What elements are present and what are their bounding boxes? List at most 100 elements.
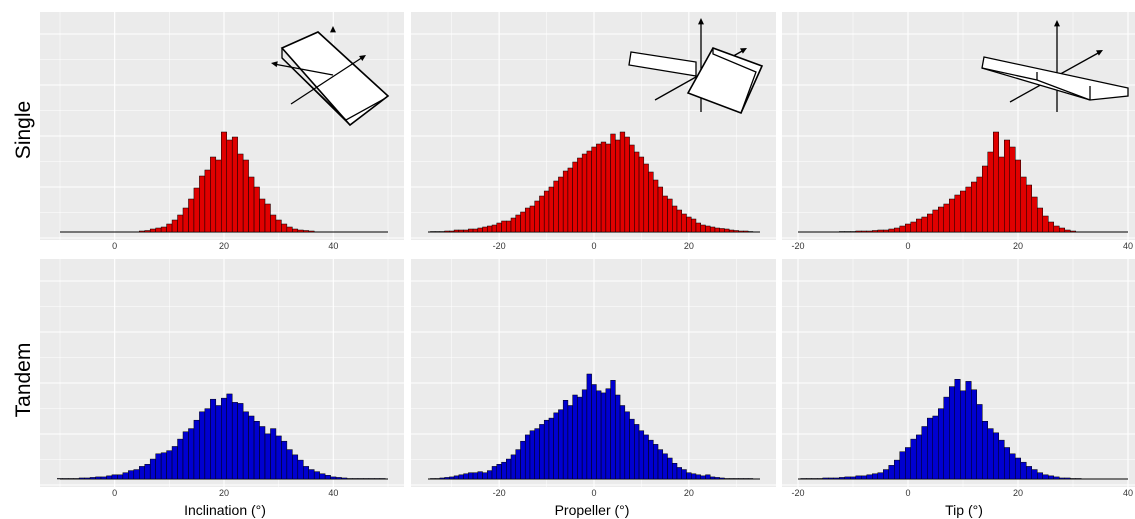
histogram-bar [653, 444, 659, 480]
histogram-bar [215, 159, 222, 233]
histogram-bar [567, 405, 573, 480]
x-tick-label: 20 [219, 241, 229, 251]
histogram-bar [629, 418, 635, 480]
histogram-bar [529, 430, 535, 480]
x-tick-label: 40 [1123, 241, 1133, 251]
histogram-bar [965, 381, 972, 480]
histogram-bar [548, 417, 554, 480]
x-tick-label: -20 [791, 488, 804, 498]
histogram-bar [806, 478, 812, 480]
histogram-bar [605, 143, 611, 233]
histogram-bar [264, 433, 271, 480]
histogram-bar [242, 159, 249, 233]
histogram-panel-tandem-4 [411, 259, 776, 487]
histogram-bar [543, 419, 550, 480]
histogram-bar [553, 412, 559, 480]
histogram-bar [1048, 475, 1054, 480]
histogram-bar [581, 389, 588, 480]
histogram-bar [591, 146, 597, 233]
histogram-bar [264, 203, 271, 233]
histogram-bar [297, 229, 304, 233]
histogram-bar [553, 180, 559, 233]
histogram-bar [434, 231, 441, 233]
histogram-bar [971, 181, 977, 233]
histogram-bar [506, 220, 512, 233]
histogram-bar [177, 438, 184, 480]
histogram-bar [520, 440, 526, 480]
histogram-bar [248, 176, 255, 233]
histogram-bar [1031, 469, 1038, 480]
histogram-bar [738, 478, 744, 480]
histogram-bar [600, 141, 607, 233]
orientation-diagram-icon [628, 18, 764, 115]
histogram-bar [319, 473, 326, 480]
histogram-bar [89, 477, 96, 480]
histogram-bar [463, 473, 469, 480]
histogram-bar [259, 426, 266, 480]
histogram-bar [166, 450, 173, 480]
x-tick-label: -20 [493, 241, 506, 251]
histogram-bar [817, 478, 823, 480]
histogram-bar [487, 470, 493, 480]
histogram-bar [149, 458, 156, 480]
histogram-bar [193, 187, 200, 233]
histogram-bar [866, 230, 873, 233]
histogram-bar [487, 225, 493, 233]
histogram-bar [558, 176, 564, 233]
histogram-bar [850, 476, 856, 480]
histogram-bar [672, 205, 678, 233]
x-tick-label: -20 [493, 488, 506, 498]
histogram-bar [648, 171, 654, 233]
histogram-bar [927, 417, 933, 480]
histogram-panel-single-1 [411, 12, 776, 240]
histogram-bar [144, 230, 151, 233]
histogram-bar [1059, 477, 1065, 480]
histogram-bar [144, 464, 151, 480]
histogram-bar [653, 179, 659, 233]
histogram-bar [1020, 461, 1027, 480]
histogram-bar [714, 227, 720, 233]
histogram-bar [938, 408, 944, 480]
histogram-bar [215, 405, 222, 480]
histogram-bar [993, 432, 999, 480]
histogram-bar [1026, 184, 1032, 233]
histogram-bar [872, 473, 878, 480]
x-axis-label-inclination: Inclination (°) [184, 502, 266, 518]
histogram-bar [204, 169, 211, 233]
histogram-bar [259, 198, 266, 233]
histogram-panel-single-0 [40, 12, 404, 240]
histogram-bar [638, 156, 645, 233]
histogram-bar [828, 477, 834, 480]
histogram-bar [1037, 472, 1043, 480]
histogram-bar [221, 397, 227, 480]
histogram-bar [1053, 476, 1060, 480]
x-tick-label: -20 [791, 241, 804, 251]
histogram-bar [341, 477, 348, 480]
histogram-bar [850, 231, 856, 233]
x-tick-label: 0 [905, 241, 910, 251]
histogram-bar [133, 469, 140, 480]
histogram-bar [472, 472, 479, 480]
x-tick-label: 20 [1013, 241, 1023, 251]
histogram-bar [275, 435, 282, 480]
histogram-bar [686, 216, 692, 233]
histogram-bar [855, 230, 862, 233]
histogram-bar [927, 213, 933, 233]
histogram-bar [539, 195, 545, 233]
histogram-bar [221, 131, 227, 233]
histogram-bar [681, 469, 687, 480]
histogram-bar [667, 198, 673, 233]
histogram-bar [1048, 221, 1054, 233]
histogram-bar [303, 466, 309, 480]
histogram-bar [501, 220, 507, 233]
histogram-bar [888, 228, 895, 233]
histogram-bar [558, 409, 564, 480]
histogram-bar [1031, 196, 1038, 233]
histogram-bar [139, 466, 145, 480]
histogram-bar [681, 213, 687, 233]
histogram-bar [1009, 146, 1016, 233]
histogram-bar [596, 390, 602, 480]
histogram-bar [515, 449, 521, 480]
histogram-bar [434, 478, 441, 480]
histogram-bar [171, 219, 178, 233]
